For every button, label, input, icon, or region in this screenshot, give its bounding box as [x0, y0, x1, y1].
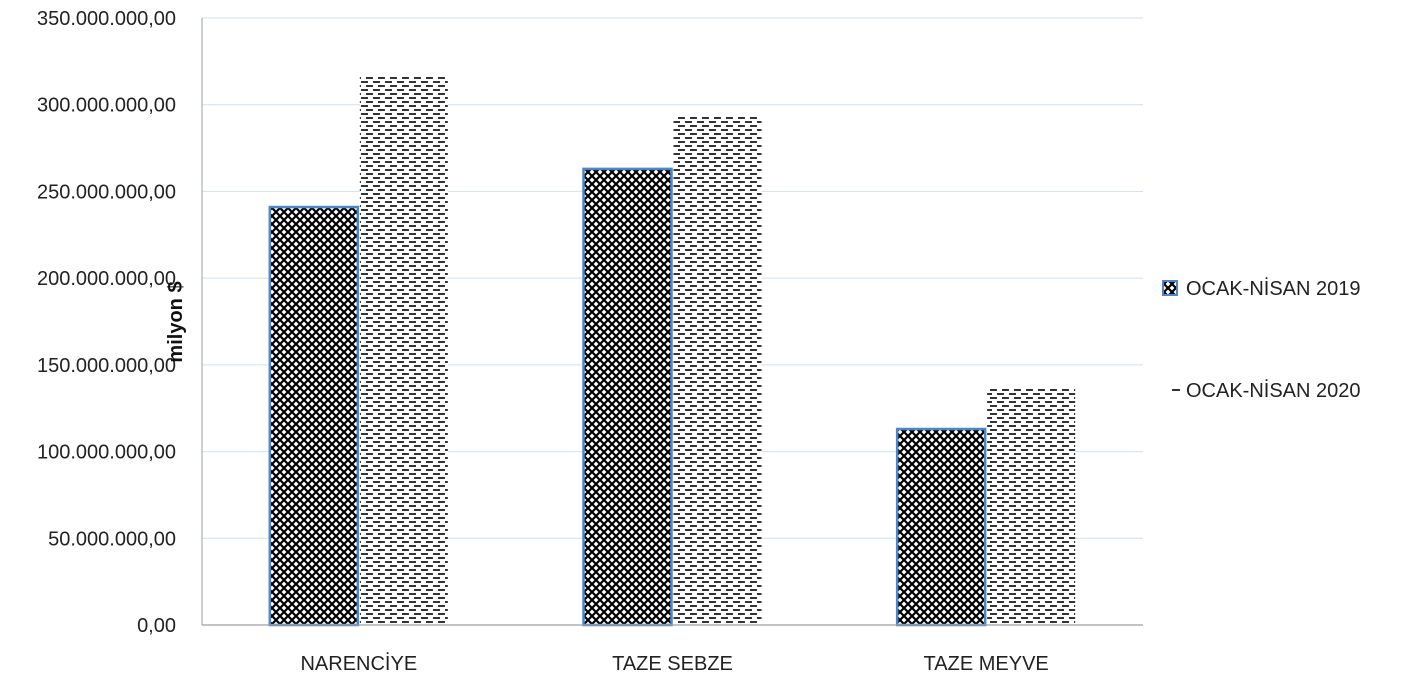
- bar-2019-1: [582, 167, 673, 627]
- legend-label: OCAK-NİSAN 2020: [1186, 379, 1361, 402]
- legend-item: OCAK-NİSAN 2019: [1162, 277, 1361, 300]
- y-tick-label: 350.000.000,00: [37, 8, 176, 30]
- y-tick-label: 200.000.000,00: [37, 268, 176, 290]
- bar-2020-2: [987, 387, 1076, 625]
- legend: OCAK-NİSAN 2019 OCAK-NİSAN 2020: [1162, 277, 1361, 402]
- category-label: TAZE SEBZE: [612, 653, 733, 675]
- y-tick-label: 100.000.000,00: [37, 442, 176, 464]
- y-axis-label: milyon $: [165, 281, 187, 362]
- x-axis-categories: NARENCİYE TAZE SEBZE TAZE MEYVE: [300, 652, 1048, 675]
- bar-2019-0: [268, 205, 360, 627]
- category-label: TAZE MEYVE: [924, 653, 1049, 675]
- bar-2019-2: [895, 427, 987, 627]
- y-tick-label: 150.000.000,00: [37, 355, 176, 377]
- y-tick-label: 0,00: [137, 615, 176, 637]
- category-label: NARENCİYE: [300, 652, 417, 675]
- y-tick-label: 250.000.000,00: [37, 181, 176, 203]
- axes: [201, 18, 1143, 626]
- bar-2020-1: [673, 116, 762, 626]
- legend-swatch: [1162, 280, 1178, 296]
- bar-2020-0: [359, 76, 448, 626]
- y-tick-label: 50.000.000,00: [48, 528, 176, 550]
- legend-label: OCAK-NİSAN 2019: [1186, 277, 1361, 300]
- legend-item: OCAK-NİSAN 2020: [1172, 379, 1361, 402]
- bars: [268, 76, 1076, 627]
- y-axis-ticks: 0,00 50.000.000,00 100.000.000,00 150.000.0…: [37, 8, 176, 637]
- y-tick-label: 300.000.000,00: [37, 95, 176, 117]
